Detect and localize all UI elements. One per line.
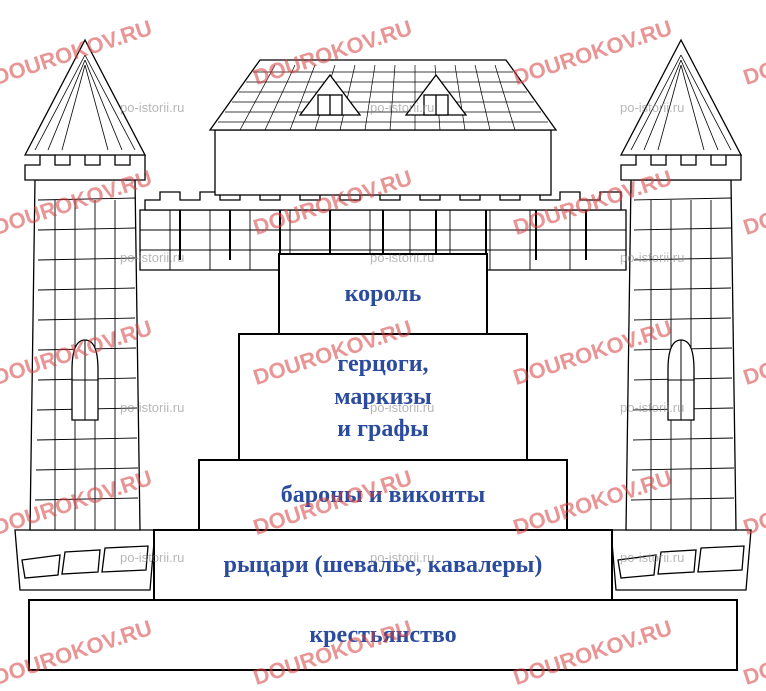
tier-2: бароны и виконты [198,459,568,531]
watermark: DOUROKOV.RU [510,15,675,91]
watermark: DOUROKOV.RU [250,165,415,241]
tier-3: рыцари (шевалье, кавалеры) [153,529,613,601]
watermark: DOUROKOV.RU [0,15,155,91]
tier-0: король [278,253,488,335]
watermark: po-istorii.ru [120,100,184,115]
watermark: DOUROKOV.RU [0,165,155,241]
watermark: DOUROKOV.RU [740,15,766,91]
watermark: po-istorii.ru [370,100,434,115]
watermark: DOUROKOV.RU [250,15,415,91]
tier-4: крестьянство [28,599,738,671]
tier-1: герцоги, маркизы и графы [238,333,528,461]
feudal-hierarchy: корольгерцоги, маркизы и графыбароны и в… [0,253,766,669]
watermark: DOUROKOV.RU [510,165,675,241]
watermark: po-istorii.ru [620,100,684,115]
watermark: DOUROKOV.RU [740,165,766,241]
